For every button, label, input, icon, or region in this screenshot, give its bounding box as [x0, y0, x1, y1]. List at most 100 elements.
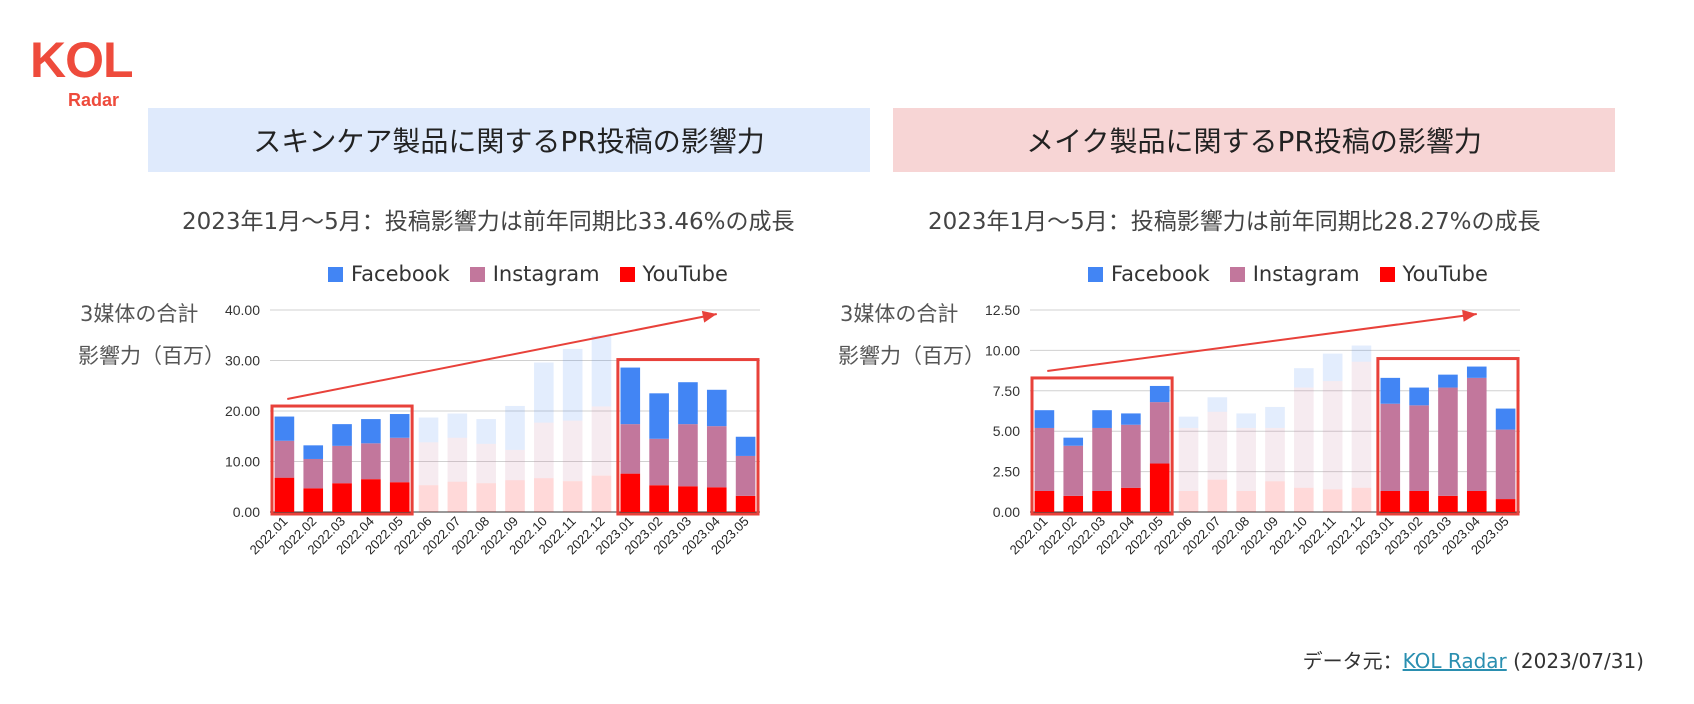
instagram-swatch	[1229, 266, 1245, 282]
bar-segment-facebook	[332, 424, 352, 446]
logo-text: KOL	[30, 32, 134, 88]
highlight-box	[1376, 357, 1520, 516]
bar-segment-facebook	[1380, 377, 1401, 404]
bar-segment-youtube	[389, 482, 410, 512]
bar-segment-facebook	[706, 389, 727, 427]
panel-title-makeup: メイク製品に関するPR投稿の影響力	[893, 108, 1615, 172]
bar-segment-instagram	[1438, 387, 1458, 496]
legend-label: Facebook	[1111, 262, 1210, 286]
bar-segment-youtube	[678, 486, 698, 512]
trend-arrow-head	[701, 310, 717, 323]
y-tick-label: 20.00	[225, 403, 260, 419]
bar-segment-youtube	[303, 488, 324, 512]
legend-item-youtube: YouTube	[619, 262, 728, 286]
kol-radar-link[interactable]: KOL Radar	[1402, 649, 1507, 673]
y-tick-label: 10.00	[985, 342, 1020, 358]
bar-segment-facebook	[1322, 353, 1343, 382]
bar-segment-facebook	[361, 419, 381, 444]
bar-segment-instagram	[361, 443, 381, 480]
bar-segment-instagram	[678, 424, 698, 487]
legend-skincare: Facebook Instagram YouTube	[328, 262, 728, 286]
bar-segment-youtube	[562, 481, 583, 512]
trend-arrow-line	[287, 313, 717, 401]
subtitle-skincare: 2023年1月〜5月：投稿影響力は前年同期比33.46%の成長	[182, 209, 795, 235]
bar-segment-instagram	[505, 449, 525, 481]
bar-segment-youtube	[1409, 490, 1429, 512]
bar-segment-instagram	[534, 422, 554, 479]
bar-segment-instagram	[1121, 424, 1141, 488]
legend-label: YouTube	[642, 262, 728, 286]
y-tick-label: 2.50	[993, 464, 1020, 480]
bar-segment-youtube	[649, 485, 669, 512]
data-source: データ元：KOL Radar (2023/07/31)	[1303, 645, 1644, 674]
bar-segment-facebook	[476, 419, 496, 444]
bar-segment-instagram	[332, 445, 352, 484]
bar-segment-youtube	[361, 479, 381, 512]
facebook-swatch	[1088, 266, 1103, 282]
bar-segment-facebook	[505, 405, 525, 450]
legend-label: YouTube	[1402, 262, 1488, 286]
bar-segment-instagram	[303, 458, 324, 489]
bar-segment-facebook	[1034, 410, 1055, 428]
bar-segment-youtube	[1265, 481, 1285, 512]
source-prefix: データ元：	[1302, 649, 1403, 673]
bar-segment-youtube	[1495, 499, 1516, 512]
bar-segment-youtube	[1322, 489, 1343, 512]
bar-segment-facebook	[303, 445, 324, 459]
y-axis-label-line2: 影響力（百万）	[78, 344, 225, 368]
bar-segment-instagram	[562, 420, 583, 482]
bar-segment-facebook	[274, 416, 295, 441]
legend-item-facebook: Facebook	[1088, 262, 1210, 286]
panel-title-skincare: スキンケア製品に関するPR投稿の影響力	[148, 108, 870, 172]
bar-segment-facebook	[1409, 387, 1429, 406]
bar-segment-instagram	[620, 424, 641, 474]
legend-item-instagram: Instagram	[469, 262, 600, 286]
bar-segment-youtube	[1236, 490, 1256, 512]
bar-segment-youtube	[332, 483, 352, 512]
bar-segment-youtube	[1121, 487, 1141, 512]
legend-item-instagram: Instagram	[1229, 262, 1360, 286]
bar-segment-youtube	[1063, 495, 1084, 512]
bar-segment-facebook	[1149, 385, 1170, 403]
bar-segment-instagram	[1380, 403, 1401, 491]
bar-segment-instagram	[591, 406, 612, 476]
bar-segment-facebook	[1466, 366, 1487, 378]
bar-segment-instagram	[1236, 427, 1256, 491]
bar-segment-instagram	[1063, 445, 1084, 496]
bar-segment-instagram	[735, 455, 756, 496]
bar-segment-youtube	[1294, 487, 1314, 512]
bar-segment-youtube	[534, 478, 554, 512]
bar-segment-youtube	[591, 475, 612, 512]
bar-segment-youtube	[735, 495, 756, 512]
bar-segment-facebook	[1178, 416, 1199, 428]
bar-segment-instagram	[1092, 427, 1112, 491]
bar-segment-instagram	[1322, 381, 1343, 490]
y-tick-label: 5.00	[993, 423, 1020, 439]
bar-segment-youtube	[1466, 490, 1487, 512]
youtube-swatch	[619, 266, 635, 282]
bar-segment-facebook	[1294, 368, 1314, 388]
bar-segment-facebook	[649, 393, 669, 439]
bar-segment-youtube	[1438, 495, 1458, 512]
facebook-swatch	[328, 266, 343, 282]
bar-segment-instagram	[706, 426, 727, 488]
bar-segment-facebook	[562, 348, 583, 421]
legend-item-youtube: YouTube	[1379, 262, 1488, 286]
source-date: (2023/07/31)	[1513, 649, 1644, 673]
bar-segment-youtube	[706, 487, 727, 512]
legend-makeup: Facebook Instagram YouTube	[1088, 262, 1488, 286]
bar-segment-facebook	[418, 417, 439, 443]
bar-segment-youtube	[418, 485, 439, 512]
bar-segment-instagram	[1034, 427, 1055, 491]
logo-subtext: Radar	[68, 90, 120, 110]
highlight-box	[616, 358, 760, 516]
bar-segment-youtube	[447, 481, 468, 512]
bar-segment-facebook	[534, 362, 554, 423]
bar-segment-youtube	[476, 483, 496, 512]
bar-segment-instagram	[1495, 429, 1516, 500]
bar-segment-youtube	[505, 480, 525, 512]
bar-segment-youtube	[1351, 487, 1372, 512]
bar-segment-instagram	[1207, 411, 1228, 480]
kol-radar-logo: KOL Radar	[30, 30, 170, 120]
bar-segment-instagram	[447, 437, 468, 482]
